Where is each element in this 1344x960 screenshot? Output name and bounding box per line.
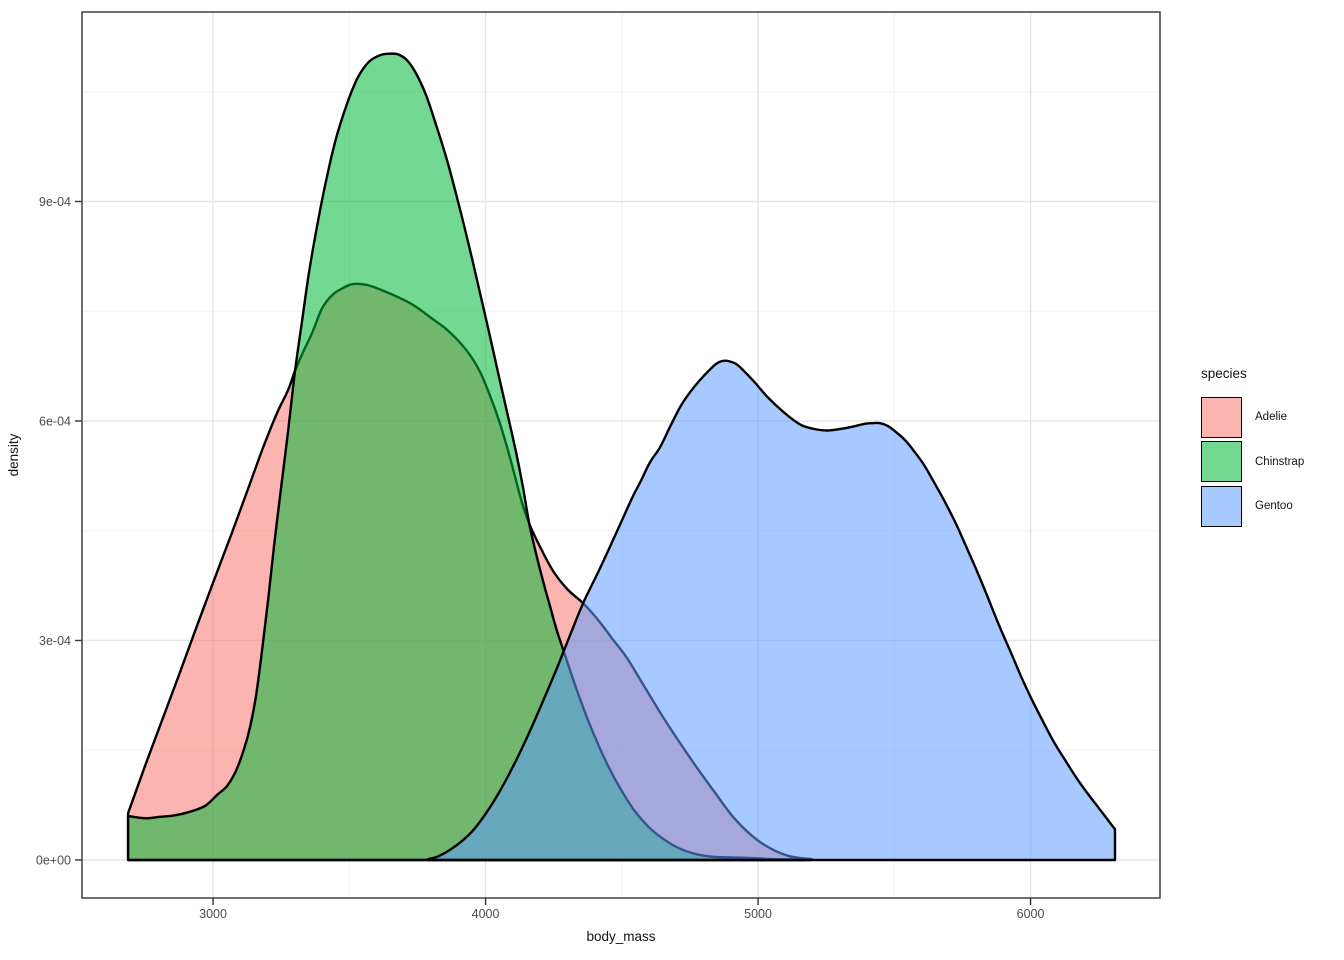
panel-border xyxy=(81,11,1161,899)
legend-item-adelie: Adelie xyxy=(1201,395,1304,440)
legend-label-gentoo: Gentoo xyxy=(1255,500,1293,513)
y-tick-label-9e-04: 9e-04 xyxy=(39,195,71,209)
density-curves xyxy=(126,52,1117,862)
x-axis-tick-labels: 3000 4000 5000 6000 xyxy=(199,907,1044,921)
density-area-gentoo xyxy=(426,359,1117,862)
legend-label-adelie: Adelie xyxy=(1255,411,1287,424)
y-axis-title: density xyxy=(6,433,21,476)
x-tick-label-4000: 4000 xyxy=(472,907,500,921)
legend-swatch-gentoo xyxy=(1201,485,1242,527)
legend: species Adelie Chinstrap Gentoo xyxy=(1201,366,1304,529)
x-axis-title: body_mass xyxy=(586,929,655,944)
y-axis-tick-labels: 0e+00 3e-04 6e-04 9e-04 xyxy=(36,195,71,867)
legend-swatch-adelie xyxy=(1201,396,1242,438)
x-tick-label-5000: 5000 xyxy=(744,907,772,921)
legend-title: species xyxy=(1201,366,1247,381)
x-tick-label-6000: 6000 xyxy=(1017,907,1045,921)
axis-ticks xyxy=(75,200,1032,905)
x-tick-label-3000: 3000 xyxy=(199,907,227,921)
legend-label-chinstrap: Chinstrap xyxy=(1255,455,1305,468)
y-tick-label-0: 0e+00 xyxy=(36,853,71,867)
legend-item-chinstrap: Chinstrap xyxy=(1201,440,1304,485)
legend-item-gentoo: Gentoo xyxy=(1201,484,1304,529)
y-tick-label-6e-04: 6e-04 xyxy=(39,414,71,428)
legend-swatch-chinstrap xyxy=(1201,441,1242,483)
y-tick-label-3e-04: 3e-04 xyxy=(39,634,71,648)
